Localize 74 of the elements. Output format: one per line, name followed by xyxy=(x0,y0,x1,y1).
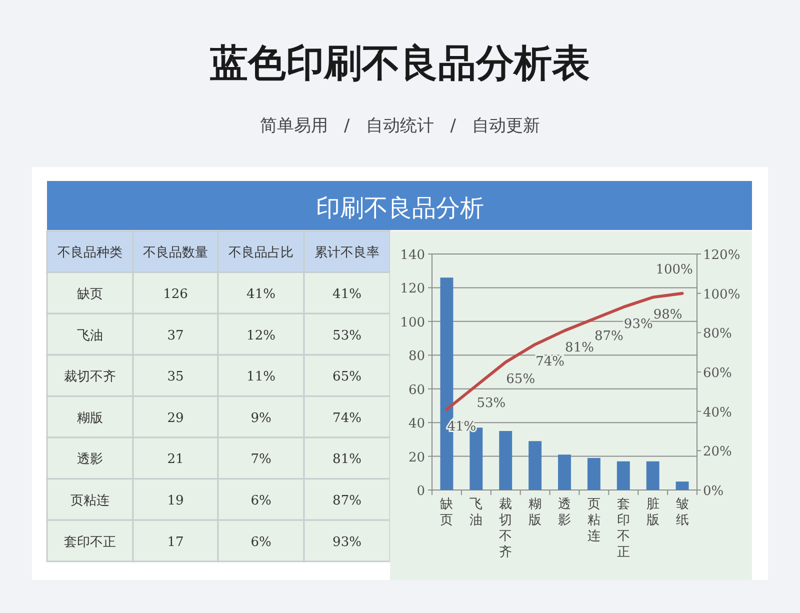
text: 65% xyxy=(332,370,362,385)
text: 6% xyxy=(250,534,272,550)
bar xyxy=(558,454,571,490)
text: 7% xyxy=(250,452,272,468)
bar xyxy=(528,441,542,490)
line-series xyxy=(445,292,684,411)
text: 飞油 xyxy=(77,328,103,344)
bar xyxy=(587,458,600,490)
x-tick-label: 飞油 xyxy=(470,497,483,528)
text: 印刷不良品分析 xyxy=(316,194,484,222)
text: 53% xyxy=(332,328,362,344)
data-label: 87% xyxy=(594,328,624,344)
text: 35 xyxy=(167,370,184,385)
y2-tick-label: 0% xyxy=(703,484,724,499)
x-tick-label: 裁切不齐 xyxy=(499,497,512,560)
text: 21 xyxy=(167,452,184,468)
y2-tick-label: 80% xyxy=(703,326,732,342)
y-tick-label: 40 xyxy=(408,416,425,432)
text: 37 xyxy=(167,328,184,344)
text: 29 xyxy=(167,410,184,426)
text: 不良品占比 xyxy=(228,246,294,261)
x-tick-label: 页粘连 xyxy=(587,497,600,544)
text: 缺页 xyxy=(77,286,103,302)
data-label: 74% xyxy=(536,354,565,370)
text: 11% xyxy=(246,370,276,385)
bar xyxy=(646,461,660,490)
text: 裁切不齐 xyxy=(64,370,116,385)
x-tick-label: 透影 xyxy=(558,497,571,528)
y-tick-label: 20 xyxy=(408,450,425,466)
y-tick-label: 80 xyxy=(408,349,425,364)
text: 不良品种类 xyxy=(58,246,122,261)
data-label: 81% xyxy=(565,340,594,356)
text: 简单易用 / 自动统计 / 自动更新 xyxy=(260,116,540,136)
x-tick-label: 皱纸 xyxy=(676,497,689,528)
y2-tick-label: 120% xyxy=(703,248,740,263)
x-tick-label: 缺页 xyxy=(440,497,454,528)
bar xyxy=(499,431,512,490)
y2-tick-label: 60% xyxy=(703,366,732,381)
text: 81% xyxy=(332,452,362,468)
text: 糊版 xyxy=(77,410,103,426)
text: 累计不良率 xyxy=(314,244,380,261)
text: 87% xyxy=(332,493,362,508)
x-tick-label: 套印不正 xyxy=(616,497,630,560)
text: 透影 xyxy=(77,452,103,468)
data-label: 93% xyxy=(624,317,653,332)
data-label: 53% xyxy=(476,396,506,411)
text: 不良品数量 xyxy=(143,246,208,261)
text: 9% xyxy=(250,410,272,426)
y-tick-label: 0 xyxy=(416,484,425,499)
y-tick-label: 100 xyxy=(400,315,425,330)
text: 19 xyxy=(167,493,184,508)
text: 蓝色印刷不良品分析表 xyxy=(210,41,590,85)
bar xyxy=(676,482,689,490)
text: 套印不正 xyxy=(64,534,116,550)
text: 93% xyxy=(332,534,362,550)
data-label: 65% xyxy=(506,372,536,388)
data-label: 98% xyxy=(653,307,682,322)
text: 41% xyxy=(246,286,276,302)
text: 126 xyxy=(163,286,188,302)
text: 6% xyxy=(250,493,272,508)
y-tick-label: 120 xyxy=(400,282,425,297)
y2-tick-label: 100% xyxy=(703,287,740,302)
y-tick-label: 140 xyxy=(400,248,425,263)
x-tick-label: 脏版 xyxy=(646,497,660,528)
text: 12% xyxy=(246,328,276,344)
y-tick-label: 60 xyxy=(408,382,425,398)
x-tick-label: 糊版 xyxy=(528,497,542,528)
bar xyxy=(616,461,630,490)
y2-tick-label: 40% xyxy=(703,405,732,420)
text: 74% xyxy=(332,410,362,426)
text: 17 xyxy=(167,534,184,550)
text: 41% xyxy=(332,286,362,302)
y2-tick-label: 20% xyxy=(703,444,732,460)
data-label: 100% xyxy=(656,262,693,278)
